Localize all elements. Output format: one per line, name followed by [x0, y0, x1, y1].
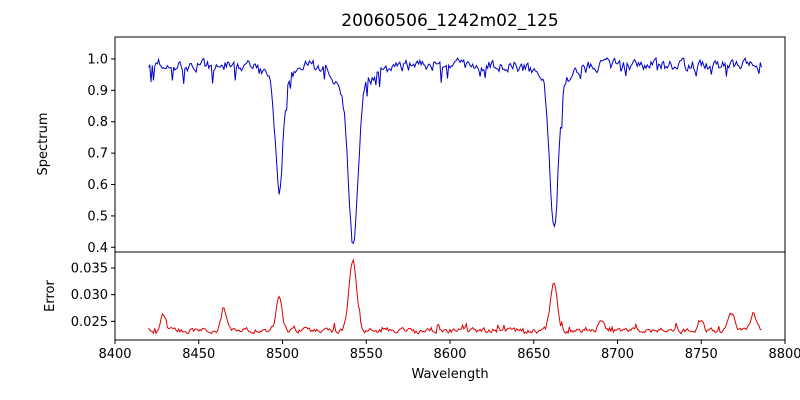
x-tick-label: 8400	[98, 347, 131, 362]
chart-title: 20060506_1242m02_125	[341, 11, 558, 31]
y-tick-label: 0.7	[87, 147, 108, 162]
y-axis-label-error: Error	[43, 280, 58, 312]
x-axis-label: Wavelength	[411, 367, 488, 382]
y-tick-label: 0.035	[71, 262, 108, 277]
y-tick-label: 1.0	[87, 52, 108, 67]
y-tick-label: 0.030	[71, 288, 108, 303]
spectrum-line	[148, 56, 762, 245]
error-panel-border	[114, 251, 786, 341]
y-tick-label: 0.025	[71, 315, 108, 330]
x-tick-label: 8500	[266, 347, 299, 362]
y-tick-label: 0.8	[87, 115, 108, 130]
x-tick-label: 8750	[685, 347, 718, 362]
error-line	[148, 258, 762, 335]
x-tick-label: 8450	[182, 347, 215, 362]
y-tick-label: 0.9	[87, 84, 108, 99]
x-tick-label: 8800	[768, 347, 800, 362]
plot-area: 8400 8450 8500 8550 8600 8650 8700 8750 8800 0.4 0…	[71, 36, 800, 362]
x-tick-label: 8600	[433, 347, 466, 362]
x-tick-label: 8700	[601, 347, 634, 362]
y-tick-label: 0.6	[87, 178, 108, 193]
y-tick-label: 0.5	[87, 209, 108, 224]
x-tick-label: 8550	[350, 347, 383, 362]
x-tick-label: 8650	[517, 347, 550, 362]
y-axis-label-spectrum: Spectrum	[36, 113, 51, 176]
y-tick-label: 0.4	[87, 241, 108, 256]
spectrum-panel-border	[114, 36, 786, 253]
